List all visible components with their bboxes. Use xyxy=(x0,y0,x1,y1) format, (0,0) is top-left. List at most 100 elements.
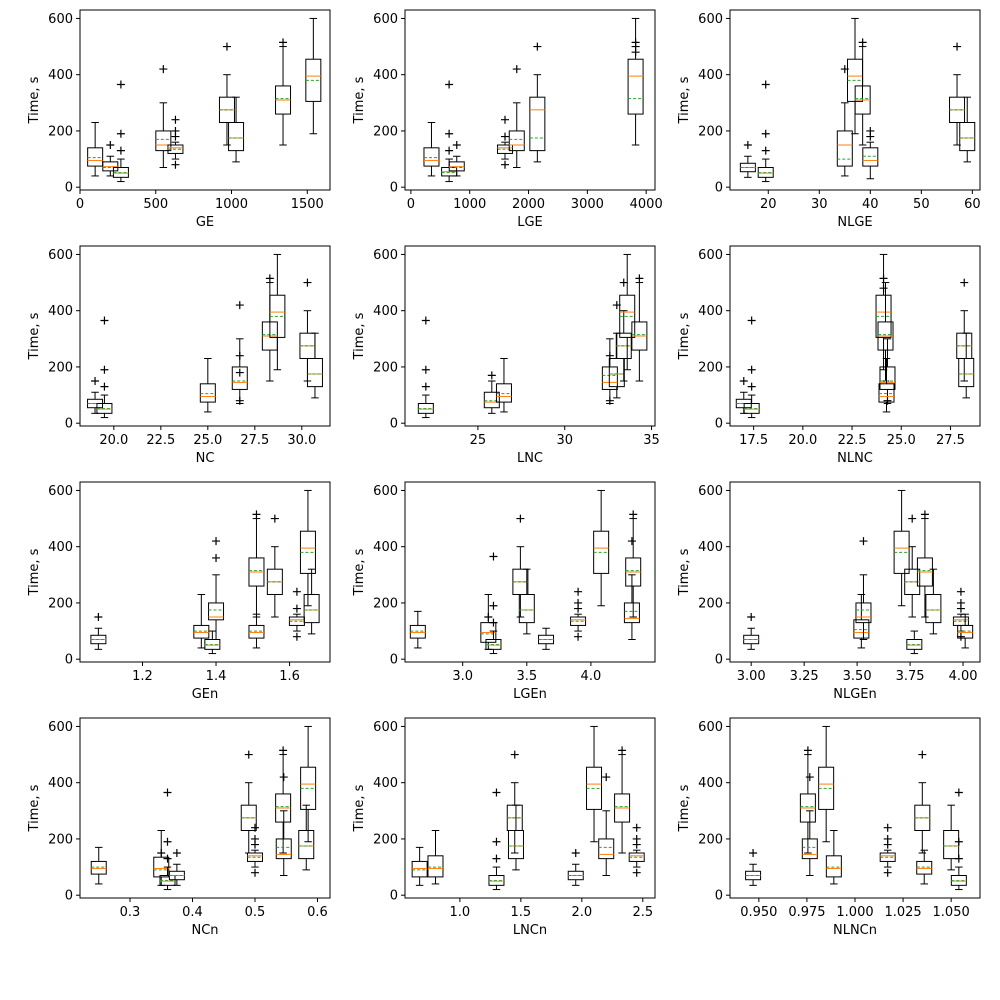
box-2 xyxy=(855,537,872,640)
subplot-ge: 0 200 400 600 0 500 1000 1500 GE Time, s xyxy=(27,9,331,230)
flier-marker xyxy=(761,80,770,89)
flier-marker xyxy=(908,514,917,523)
flier-marker xyxy=(747,613,756,621)
box-9 xyxy=(950,788,967,891)
iqr-box xyxy=(409,624,426,639)
flier-marker xyxy=(116,146,125,155)
box-2 xyxy=(495,358,512,413)
x-tick-label: 25.0 xyxy=(193,433,222,448)
flier-marker xyxy=(212,553,221,562)
flier-marker xyxy=(501,160,509,169)
flier-marker xyxy=(761,129,770,138)
y-axis-label: Time, s xyxy=(352,784,367,832)
y-tick-label: 600 xyxy=(48,484,73,499)
flier-marker xyxy=(749,849,758,857)
flier-marker xyxy=(883,823,892,832)
x-axis-label: NLNC xyxy=(837,451,873,466)
x-tick-label: 60 xyxy=(964,197,981,212)
axes-frame xyxy=(404,481,656,663)
flier-marker xyxy=(235,301,244,310)
iqr-box xyxy=(228,122,245,152)
flier-marker xyxy=(251,868,259,877)
iqr-box xyxy=(958,358,975,388)
box-1 xyxy=(193,594,210,649)
axes-frame xyxy=(729,481,981,663)
box-8 xyxy=(614,746,631,854)
box-5 xyxy=(269,253,286,371)
flier-marker xyxy=(512,65,521,74)
flier-marker xyxy=(574,598,583,607)
flier-marker xyxy=(859,537,868,546)
box-1 xyxy=(96,316,113,419)
x-tick-label: 40 xyxy=(862,197,879,212)
box-6 xyxy=(949,42,966,146)
flier-marker xyxy=(956,587,965,596)
x-tick-label: 0.6 xyxy=(307,905,328,920)
y-axis-label: Time, s xyxy=(352,76,367,124)
x-tick-label: 35 xyxy=(643,433,660,448)
flier-marker xyxy=(619,278,628,287)
x-tick-label: 1.0 xyxy=(450,905,471,920)
box-9 xyxy=(303,568,320,635)
box-0 xyxy=(90,613,107,650)
x-tick-label: 1.4 xyxy=(206,669,227,684)
box-7 xyxy=(631,274,648,382)
x-tick-label: 30 xyxy=(556,433,573,448)
subplot-nlgen: 0 200 400 600 3.00 3.25 3.50 3.75 4.00 NLGEn Time,… xyxy=(677,481,981,702)
flier-marker xyxy=(100,382,109,391)
flier-marker xyxy=(747,316,756,325)
box-2 xyxy=(448,141,465,177)
axes-frame xyxy=(79,245,331,427)
box-7 xyxy=(958,332,975,399)
flier-marker xyxy=(489,552,498,561)
x-axis-label: NLNCn xyxy=(833,923,877,938)
x-tick-label: 20 xyxy=(760,197,777,212)
x-tick-label: 1.5 xyxy=(511,905,532,920)
flier-marker xyxy=(303,278,312,287)
flier-marker xyxy=(960,278,969,287)
y-tick-label: 400 xyxy=(698,776,723,791)
box-5 xyxy=(906,630,923,655)
x-tick-label: 27.5 xyxy=(240,433,269,448)
box-1 xyxy=(743,316,760,419)
flier-marker xyxy=(235,396,244,405)
y-tick-label: 0 xyxy=(65,653,73,668)
x-axis-label: GE xyxy=(196,215,214,230)
box-3 xyxy=(155,65,172,168)
box-1 xyxy=(757,80,774,183)
box-6 xyxy=(228,96,245,163)
x-tick-label: 3.75 xyxy=(896,669,925,684)
box-2 xyxy=(159,788,176,891)
flier-marker xyxy=(489,618,498,627)
y-tick-label: 0 xyxy=(390,889,398,904)
iqr-box xyxy=(957,624,974,639)
iqr-box xyxy=(199,383,216,403)
x-axis-label: NLGE xyxy=(837,215,872,230)
flier-marker xyxy=(602,773,611,782)
flier-marker xyxy=(920,510,929,519)
iqr-box xyxy=(507,830,524,860)
y-tick-label: 0 xyxy=(390,417,398,432)
box-8 xyxy=(952,587,969,641)
box-3 xyxy=(168,849,185,886)
box-0 xyxy=(90,846,107,885)
flier-marker xyxy=(635,274,644,283)
y-tick-label: 0 xyxy=(715,653,723,668)
box-2 xyxy=(112,80,129,183)
box-4 xyxy=(248,510,265,618)
box-8 xyxy=(300,725,317,843)
flier-marker xyxy=(883,834,892,843)
x-tick-label: 0.5 xyxy=(245,905,266,920)
flier-marker xyxy=(501,115,509,124)
iqr-box xyxy=(208,602,225,621)
box-0 xyxy=(411,846,428,886)
box-7 xyxy=(275,773,292,876)
box-0 xyxy=(409,610,426,649)
box-4 xyxy=(825,830,842,885)
flier-marker xyxy=(292,604,301,613)
flier-marker xyxy=(954,788,963,797)
x-tick-label: 1.000 xyxy=(836,905,873,920)
y-tick-label: 600 xyxy=(373,720,398,735)
x-tick-label: 3000 xyxy=(571,197,604,212)
